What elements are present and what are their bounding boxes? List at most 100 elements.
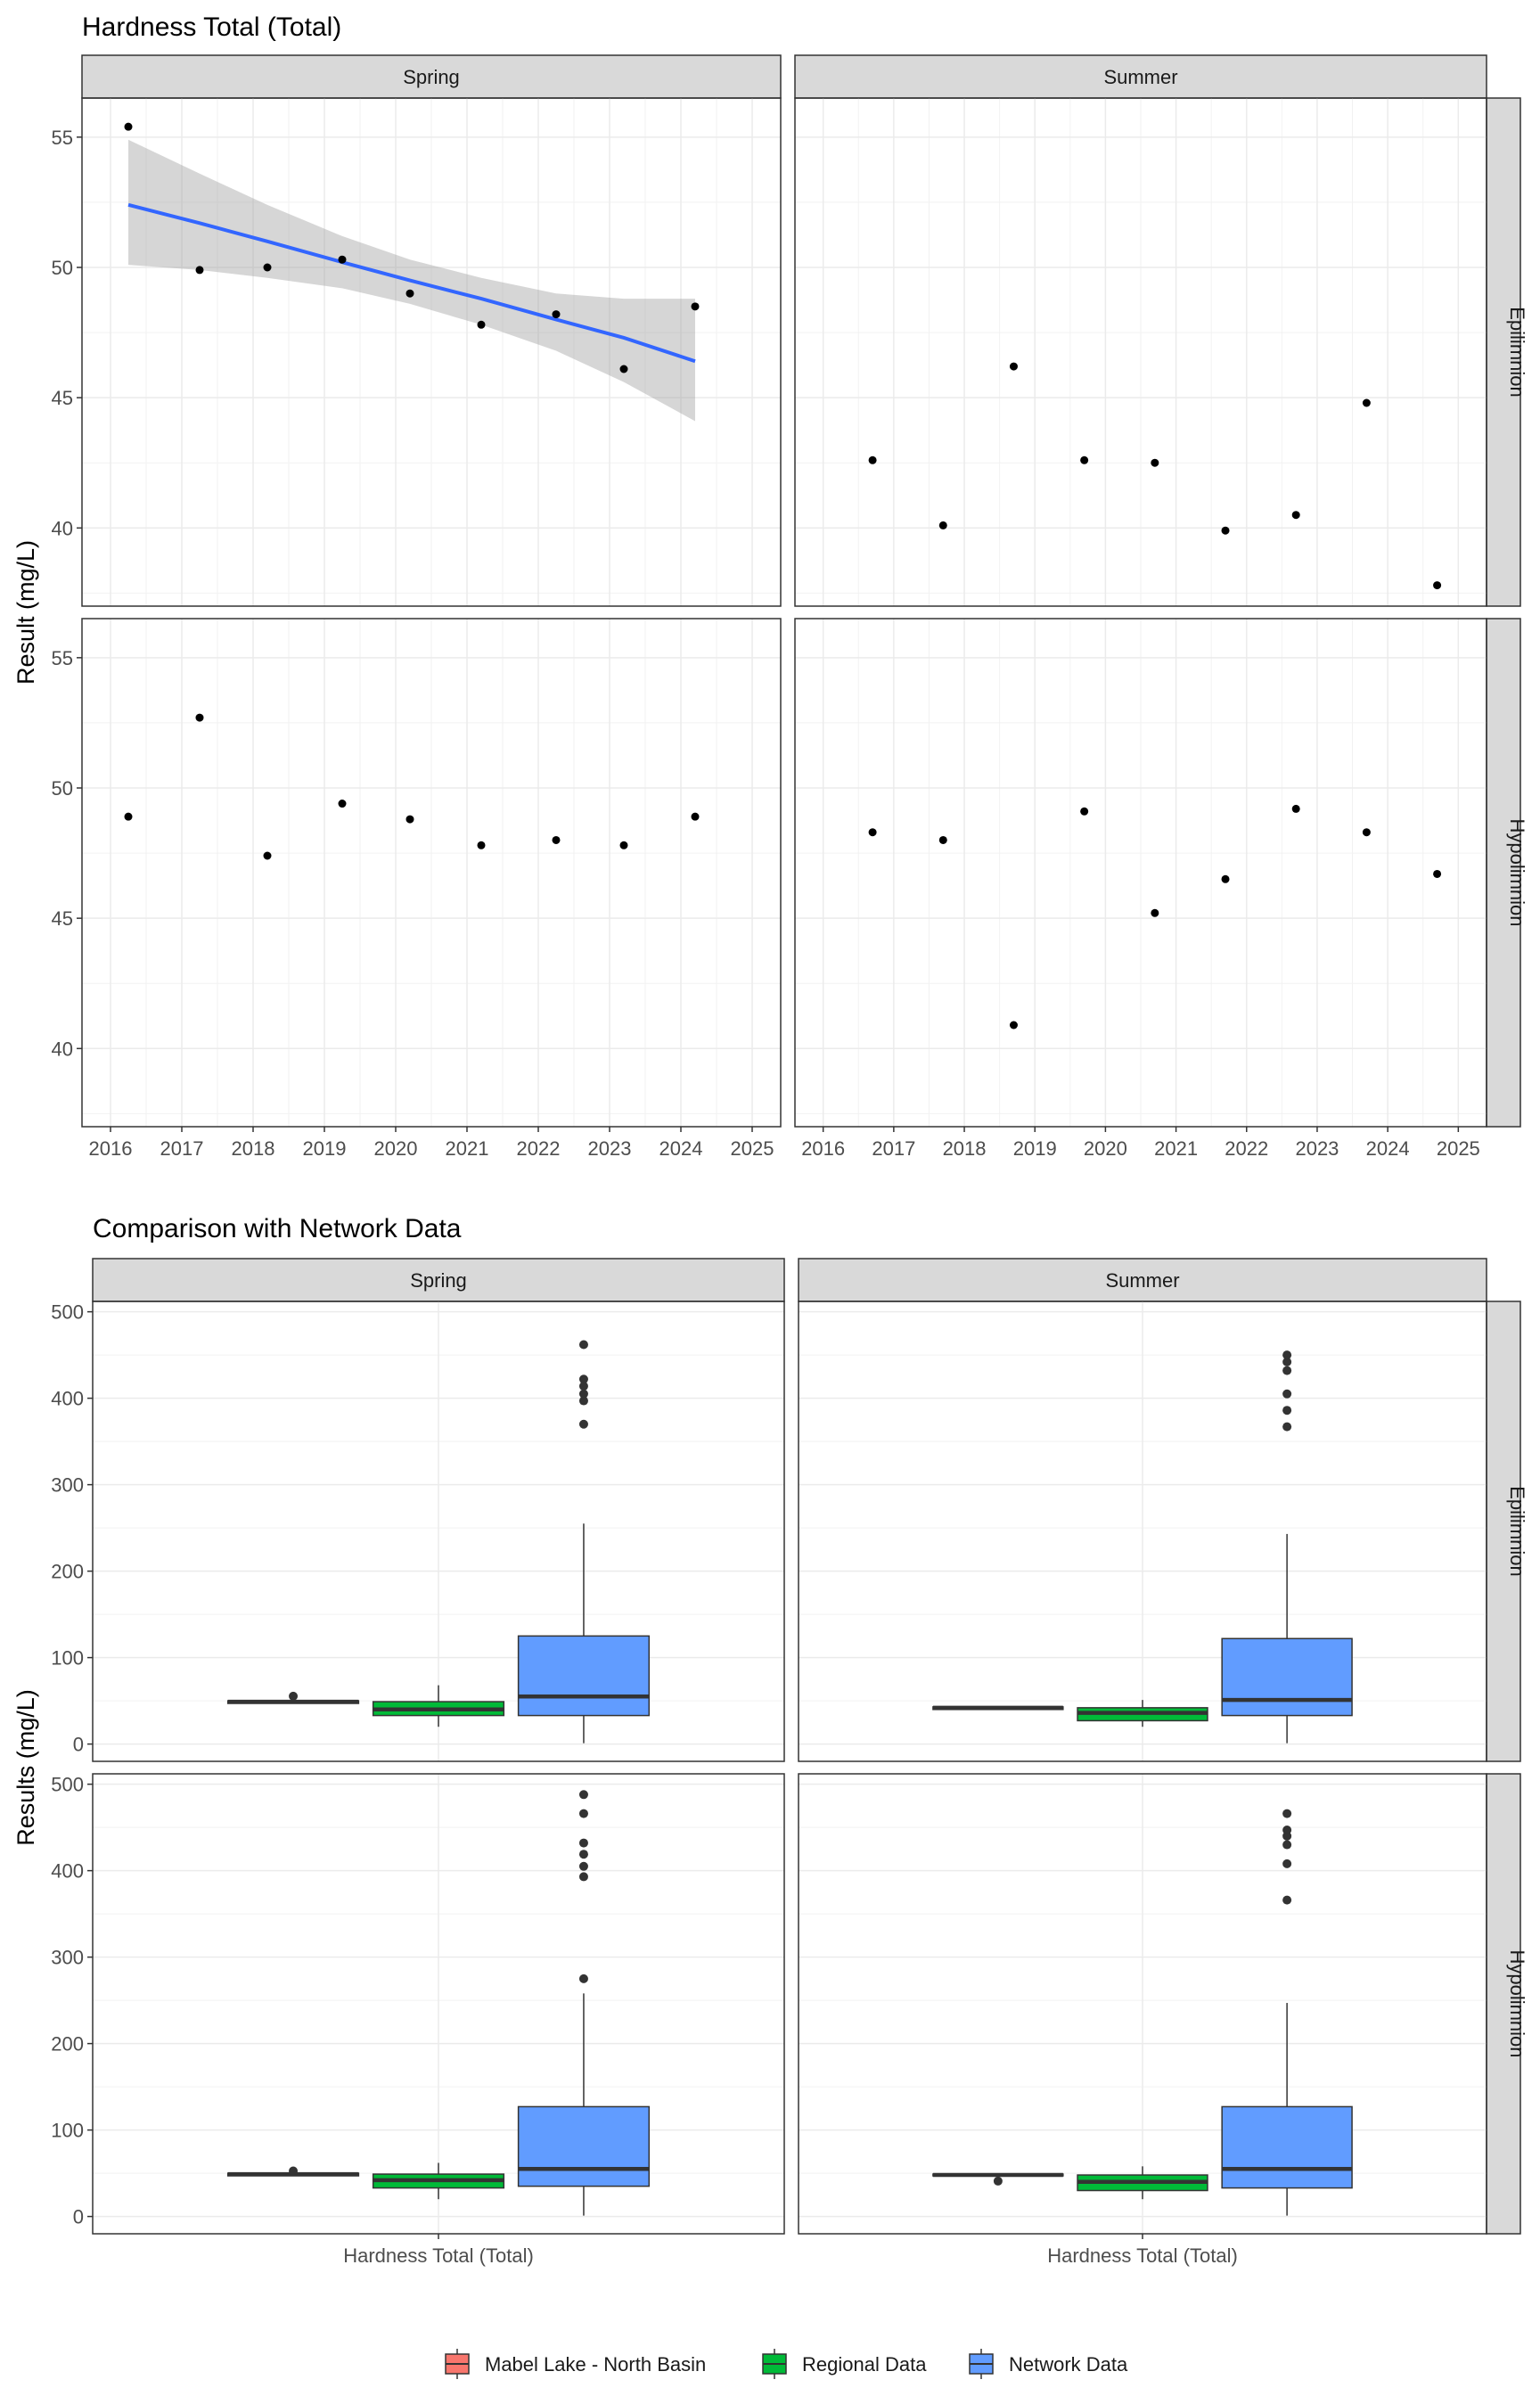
data-point [338,800,347,808]
data-point [1291,804,1300,813]
y-tick-label: 50 [52,257,73,279]
chart-title: Hardness Total (Total) [82,12,341,42]
x-tick-label: Hardness Total (Total) [1047,2244,1238,2267]
box-iqr [1221,2105,1353,2189]
legend-item: Mabel Lake - North Basin [445,2349,706,2379]
data-point [1362,398,1371,407]
data-point [691,812,700,821]
facet-label-epilimnion: Epilimnion [1506,1486,1528,1577]
box-mabel-lake-north-basin [932,2172,1064,2186]
y-tick-label: 400 [51,1860,84,1883]
panel-spring-hypolimnion [92,1773,785,2235]
trend-line [127,202,696,364]
x-tick-label: Hardness Total (Total) [343,2244,534,2267]
outlier-point [578,1382,588,1391]
data-point [619,365,628,373]
x-tick-label: 2019 [303,1137,347,1160]
box-regional-data [372,1685,505,1727]
y-tick-label: 100 [51,1647,84,1670]
y-tick-label: 200 [51,2033,84,2055]
box-mabel-lake-north-basin [226,2166,360,2177]
data-point [1291,511,1300,520]
outlier-point [578,1850,588,1859]
outlier-point [578,1340,588,1350]
box-regional-data [372,2162,505,2200]
outlier-point [1282,1406,1292,1415]
legend-item: Regional Data [762,2349,927,2379]
legend-label: Network Data [1009,2353,1128,2375]
data-point [552,310,561,319]
outlier-point [1282,1389,1292,1399]
panel-border [798,1301,1487,1762]
panel-border [81,97,782,607]
outlier-point [993,2176,1003,2186]
box-iqr [517,2105,651,2187]
y-tick-label: 45 [52,387,73,409]
data-point [1433,581,1442,590]
facet-label-summer: Summer [1105,1269,1179,1292]
x-tick-label: 2025 [731,1137,774,1160]
facet-strip-epilimnion [1486,97,1521,607]
box-iqr [517,1635,651,1717]
outlier-point [578,1809,588,1818]
legend-item: Network Data [969,2349,1128,2379]
y-tick-label: 0 [73,1734,84,1756]
facet-label-hypolimnion: Hypolimnion [1506,818,1528,926]
data-point [263,263,272,272]
outlier-point [578,1838,588,1848]
chart-title: Comparison with Network Data [93,1214,462,1243]
data-point [938,835,947,844]
x-tick-label: 2018 [232,1137,275,1160]
outlier-point [1282,1357,1292,1366]
outlier-point [1282,1826,1292,1835]
y-tick-label: 0 [73,2206,84,2228]
outlier-point [1282,1840,1292,1850]
data-point [1433,869,1442,878]
facet-strip-summer [798,1258,1487,1302]
x-tick-label: 2023 [588,1137,632,1160]
y-tick-label: 45 [52,907,73,930]
outlier-point [289,2166,299,2176]
data-point [1080,807,1089,816]
x-tick-label: 2023 [1295,1137,1339,1160]
y-tick-label: 55 [52,127,73,149]
data-point [868,828,877,837]
data-point [868,455,877,464]
box-mabel-lake-north-basin [932,1705,1064,1711]
outlier-point [1282,1366,1292,1375]
x-tick-label: 2021 [1154,1137,1198,1160]
y-tick-label: 300 [51,1474,84,1497]
data-point [1151,908,1159,917]
y-tick-label: 50 [52,777,73,800]
data-point [1009,362,1018,371]
data-point [1221,874,1230,883]
box-regional-data [1077,1700,1208,1727]
y-tick-label: 100 [51,2120,84,2142]
legend-label: Regional Data [802,2353,927,2375]
comparison-chart: Comparison with Network Data Results (mg/… [12,1214,1528,2267]
x-tick-label: 2021 [446,1137,489,1160]
outlier-point [578,1973,588,1983]
panel-spring-epilimnion [92,1301,785,1762]
panel-spring-epilimnion [81,97,782,607]
y-tick-label: 40 [52,1038,73,1060]
x-tick-label: 2024 [659,1137,703,1160]
box-network-data [517,1340,651,1744]
panel-border [794,97,1487,607]
box-network-data [1221,1350,1353,1744]
y-tick-label: 400 [51,1388,84,1410]
outlier-point [289,1691,299,1701]
outlier-point [578,1419,588,1429]
x-tick-label: 2018 [943,1137,987,1160]
x-tick-label: 2024 [1366,1137,1410,1160]
outlier-point [1282,1859,1292,1868]
facet-strip-hypolimnion [1486,1773,1521,2235]
box-iqr [1221,1637,1353,1717]
box-mabel-lake-north-basin [226,1691,360,1704]
data-point [263,851,272,860]
outlier-point [578,1396,588,1406]
data-point [477,841,486,849]
x-tick-label: 2016 [89,1137,133,1160]
facet-label-hypolimnion: Hypolimnion [1506,1949,1528,2057]
